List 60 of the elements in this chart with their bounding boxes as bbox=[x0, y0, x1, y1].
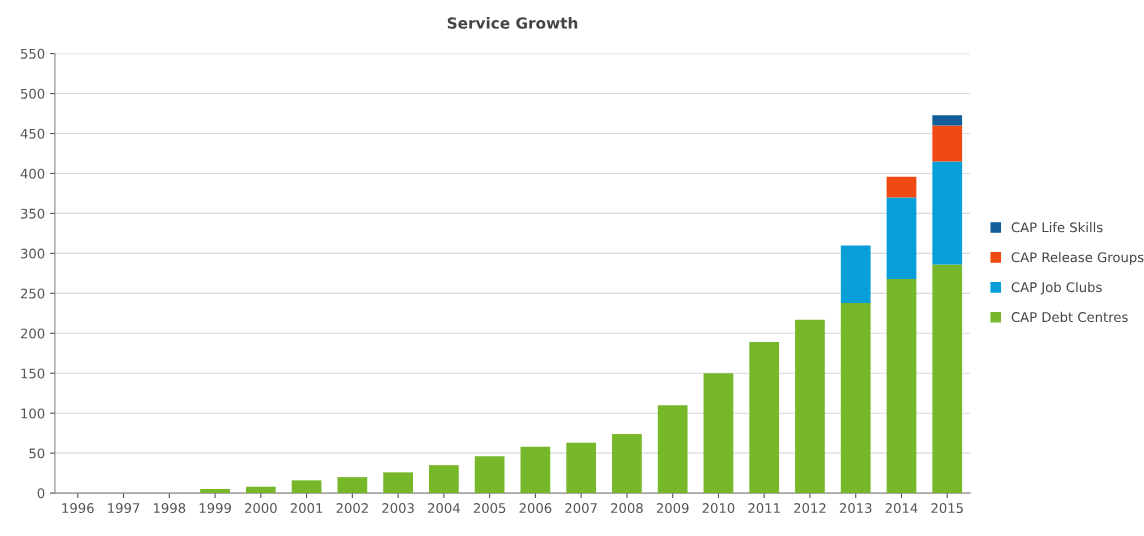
bar bbox=[703, 373, 734, 494]
x-tick-label: 2013 bbox=[839, 503, 872, 514]
legend-label: CAP Release Groups bbox=[1011, 252, 1144, 265]
bar bbox=[474, 456, 505, 494]
bar bbox=[840, 302, 871, 494]
x-tick-label: 2001 bbox=[290, 503, 323, 514]
bar bbox=[886, 278, 917, 494]
y-tick-label: 200 bbox=[20, 328, 45, 339]
x-tick-label: 2003 bbox=[382, 503, 414, 514]
bar bbox=[795, 319, 825, 494]
x-tick-label: 2012 bbox=[794, 503, 826, 514]
y-tick-label: 100 bbox=[21, 408, 45, 419]
y-tick-label: 500 bbox=[21, 88, 45, 99]
x-tick-label: 2006 bbox=[519, 503, 552, 514]
bar bbox=[886, 176, 917, 198]
bar bbox=[429, 465, 459, 494]
y-tick-label: 400 bbox=[20, 168, 45, 179]
bar bbox=[383, 472, 413, 494]
x-tick-label: 2011 bbox=[748, 503, 780, 514]
y-tick-label: 450 bbox=[20, 128, 45, 139]
bar bbox=[657, 405, 688, 494]
y-tick-label: 50 bbox=[29, 448, 45, 459]
x-tick-label: 2008 bbox=[611, 503, 643, 514]
y-tick-label: 250 bbox=[20, 288, 45, 299]
bar bbox=[245, 486, 276, 494]
y-tick-label: 0 bbox=[37, 488, 45, 499]
bar bbox=[749, 342, 780, 494]
bar bbox=[840, 245, 871, 303]
x-tick-label: 2004 bbox=[428, 503, 460, 514]
bar bbox=[520, 446, 551, 494]
x-tick-label: 1997 bbox=[108, 503, 140, 514]
legend-label: CAP Job Clubs bbox=[1011, 281, 1102, 295]
x-tick-label: 2014 bbox=[885, 503, 918, 514]
bar bbox=[612, 433, 642, 494]
x-tick-label: 2007 bbox=[565, 503, 597, 514]
bar bbox=[932, 161, 963, 265]
x-tick-label: 1999 bbox=[199, 503, 231, 514]
chart-title: Service Growth bbox=[447, 16, 578, 29]
bar bbox=[566, 442, 597, 494]
bar bbox=[200, 489, 230, 494]
y-tick-label: 300 bbox=[21, 248, 45, 259]
bar bbox=[291, 480, 322, 494]
bar bbox=[886, 197, 917, 279]
x-tick-label: 1998 bbox=[153, 503, 186, 514]
bar bbox=[932, 125, 963, 162]
bar bbox=[337, 477, 368, 494]
x-tick-label: 2015 bbox=[931, 503, 963, 514]
x-tick-label: 2002 bbox=[336, 503, 368, 514]
x-tick-label: 1996 bbox=[62, 503, 94, 514]
y-tick-label: 150 bbox=[21, 368, 45, 379]
x-tick-label: 2010 bbox=[702, 503, 735, 514]
x-tick-label: 2009 bbox=[656, 503, 689, 514]
y-tick-label: 350 bbox=[21, 208, 45, 219]
bar bbox=[932, 115, 963, 126]
x-tick-label: 2000 bbox=[245, 503, 277, 514]
bar bbox=[932, 264, 963, 494]
legend-label: CAP Debt Centres bbox=[1011, 311, 1128, 323]
x-tick-label: 2005 bbox=[473, 503, 506, 514]
y-tick-label: 550 bbox=[21, 48, 45, 59]
legend-label: CAP Life Skills bbox=[1011, 222, 1103, 233]
